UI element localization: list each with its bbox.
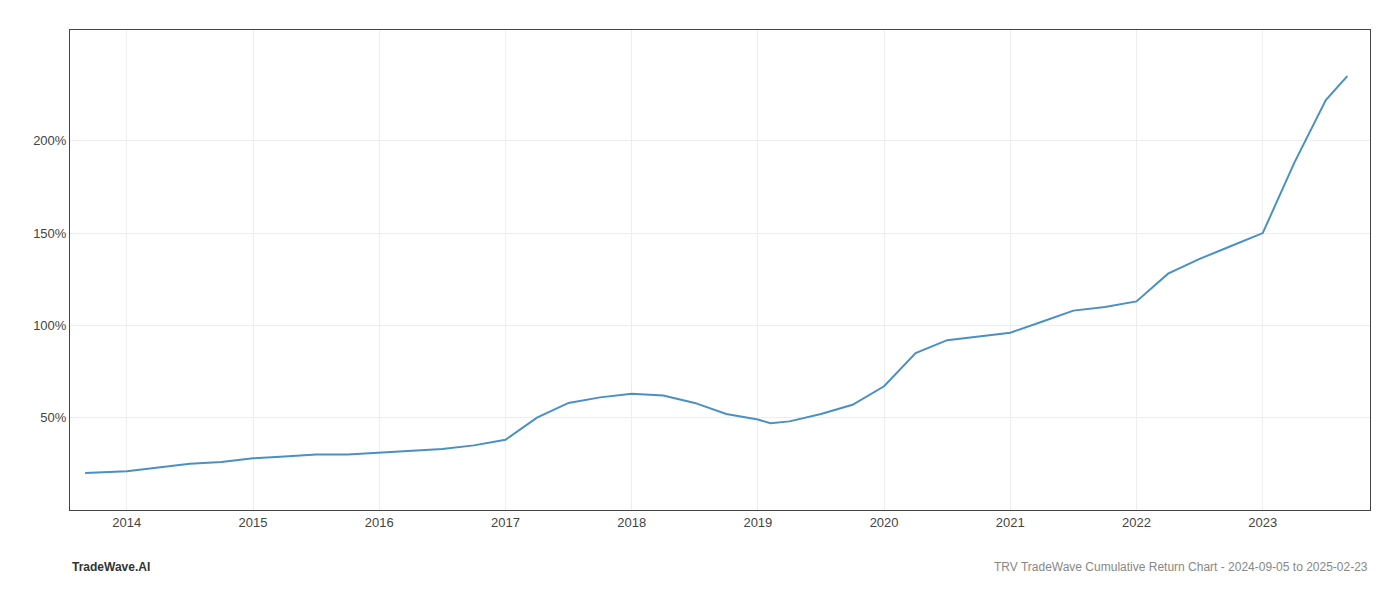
svg-text:2015: 2015 (239, 515, 268, 530)
svg-text:200%: 200% (33, 133, 67, 148)
svg-text:2022: 2022 (1122, 515, 1151, 530)
svg-text:2014: 2014 (112, 515, 141, 530)
svg-text:50%: 50% (40, 410, 66, 425)
svg-text:2016: 2016 (365, 515, 394, 530)
svg-text:TRV TradeWave Cumulative Retur: TRV TradeWave Cumulative Return Chart - … (994, 560, 1368, 574)
svg-text:2021: 2021 (996, 515, 1025, 530)
svg-text:150%: 150% (33, 226, 67, 241)
svg-text:2019: 2019 (743, 515, 772, 530)
svg-text:2020: 2020 (870, 515, 899, 530)
svg-text:100%: 100% (33, 318, 67, 333)
svg-text:TradeWave.AI: TradeWave.AI (72, 560, 150, 574)
svg-text:2017: 2017 (491, 515, 520, 530)
svg-text:2023: 2023 (1248, 515, 1277, 530)
svg-text:2018: 2018 (617, 515, 646, 530)
